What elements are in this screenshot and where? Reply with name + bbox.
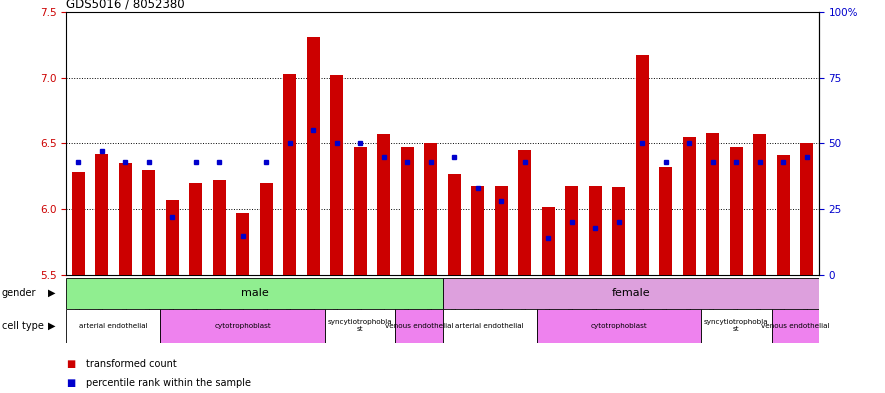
Text: ■: ■ <box>66 358 75 369</box>
Bar <box>307 37 319 275</box>
Bar <box>635 55 649 275</box>
Bar <box>448 174 461 275</box>
Bar <box>683 137 696 275</box>
Bar <box>212 180 226 275</box>
Bar <box>424 143 437 275</box>
Bar <box>701 309 772 343</box>
Bar <box>772 309 819 343</box>
Bar <box>442 309 536 343</box>
Bar <box>189 183 202 275</box>
Bar <box>519 150 531 275</box>
Bar <box>777 155 789 275</box>
Bar <box>119 163 132 275</box>
Bar <box>612 187 626 275</box>
Text: venous endothelial: venous endothelial <box>761 323 829 329</box>
Bar <box>659 167 673 275</box>
Text: cytotrophoblast: cytotrophoblast <box>214 323 271 329</box>
Text: arterial endothelial: arterial endothelial <box>79 323 148 329</box>
Bar <box>472 185 484 275</box>
Text: ■: ■ <box>66 378 75 388</box>
Bar <box>566 185 578 275</box>
Text: syncytiotrophobla
st: syncytiotrophobla st <box>704 320 769 332</box>
Bar <box>283 73 296 275</box>
Text: ▶: ▶ <box>48 321 55 331</box>
Bar <box>142 170 155 275</box>
Bar <box>536 309 701 343</box>
Text: gender: gender <box>2 288 36 298</box>
Bar <box>377 134 390 275</box>
Bar <box>706 133 720 275</box>
Text: ▶: ▶ <box>48 288 55 298</box>
Bar <box>66 278 442 309</box>
Bar <box>753 134 766 275</box>
Bar <box>160 309 325 343</box>
Bar <box>495 185 508 275</box>
Bar <box>800 143 813 275</box>
Text: percentile rank within the sample: percentile rank within the sample <box>86 378 250 388</box>
Bar <box>354 147 366 275</box>
Text: GDS5016 / 8052380: GDS5016 / 8052380 <box>66 0 185 11</box>
Bar <box>165 200 179 275</box>
Bar <box>96 154 108 275</box>
Bar <box>66 309 160 343</box>
Bar <box>589 185 602 275</box>
Text: male: male <box>241 288 268 298</box>
Text: arterial endothelial: arterial endothelial <box>455 323 524 329</box>
Bar <box>542 207 555 275</box>
Bar <box>259 183 273 275</box>
Bar <box>442 278 819 309</box>
Text: venous endothelial: venous endothelial <box>385 323 453 329</box>
Bar <box>236 213 250 275</box>
Bar <box>730 147 743 275</box>
Text: transformed count: transformed count <box>86 358 177 369</box>
Bar <box>401 147 413 275</box>
Text: cytotrophoblast: cytotrophoblast <box>590 323 647 329</box>
Bar <box>396 309 442 343</box>
Text: cell type: cell type <box>2 321 43 331</box>
Bar <box>72 173 85 275</box>
Bar <box>330 75 343 275</box>
Text: syncytiotrophobla
st: syncytiotrophobla st <box>328 320 393 332</box>
Text: female: female <box>612 288 650 298</box>
Bar <box>325 309 396 343</box>
